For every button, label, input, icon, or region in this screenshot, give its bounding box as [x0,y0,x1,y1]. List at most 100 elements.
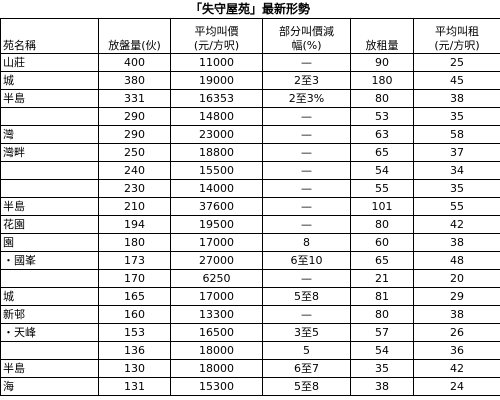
cell-avg-rent: 29 [413,287,500,306]
table-row: 半島 130 18000 6至7 35 42 [0,359,500,378]
cell-avg-price: 13300 [170,305,263,324]
cell-estate-name [0,179,99,198]
cell-listings: 136 [98,341,171,360]
cell-avg-price: 15300 [170,377,263,396]
table-row: 170 6250—21 20 [0,269,500,288]
cell-estate-name: 灣畔 [0,143,99,162]
cell-rentals: 38 [350,377,414,396]
cell-estate-name [0,161,99,180]
cell-rentals: 54 [350,341,414,360]
cell-estate-name: 城 [0,287,99,306]
cell-avg-price: 6250 [170,269,263,288]
cell-avg-rent: 25 [413,53,500,72]
cell-estate-name: 花園 [0,215,99,234]
cell-rentals: 21 [350,269,414,288]
cell-rentals: 80 [350,215,414,234]
cell-avg-price: 18800 [170,143,263,162]
table-row: 半島 331 16353 2至3% 80 38 [0,89,500,108]
cell-avg-price: 23000 [170,125,263,144]
cell-listings: 160 [98,305,171,324]
header-avg-price: 平均叫價 (元/方呎) [170,18,263,54]
cell-price-cut: 5至8 [262,287,351,306]
cell-price-cut: 6至7 [262,359,351,378]
estate-table: 苑名稱 放盤量(伙) 平均叫價 (元/方呎) 部分叫價減 幅(%) 放租量 平均叫租… [0,18,500,396]
cell-listings: 290 [98,107,171,126]
cell-avg-price: 19500 [170,215,263,234]
cell-price-cut: — [262,125,351,144]
header-estate-name: 苑名稱 [0,18,99,54]
cell-avg-rent: 37 [413,143,500,162]
cell-price-cut: — [262,269,351,288]
cell-avg-rent: 38 [413,233,500,252]
cell-avg-price: 19000 [170,71,263,90]
cell-avg-price: 16500 [170,323,263,342]
cell-listings: 131 [98,377,171,396]
table-row: 230 14000—55 35 [0,179,500,198]
cell-rentals: 57 [350,323,414,342]
cell-price-cut: — [262,107,351,126]
cell-price-cut: 3至5 [262,323,351,342]
cell-rentals: 180 [350,71,414,90]
cell-estate-name: 山莊 [0,53,99,72]
cell-listings: 331 [98,89,171,108]
cell-listings: 380 [98,71,171,90]
header-rentals: 放租量 [350,18,414,54]
cell-avg-rent: 48 [413,251,500,270]
cell-estate-name: 半島 [0,89,99,108]
cell-listings: 250 [98,143,171,162]
cell-avg-rent: 58 [413,125,500,144]
cell-estate-name: 海 [0,377,99,396]
cell-listings: 130 [98,359,171,378]
cell-rentals: 65 [350,143,414,162]
cell-price-cut: — [262,197,351,216]
cell-rentals: 55 [350,179,414,198]
cell-rentals: 80 [350,89,414,108]
cell-estate-name: 灣 [0,125,99,144]
cell-estate-name: 半島 [0,359,99,378]
cell-listings: 153 [98,323,171,342]
header-avg-rent: 平均叫租 (元/方呎) [413,18,500,54]
cell-estate-name: 新邨 [0,305,99,324]
table-row: 花園 194 19500—80 42 [0,215,500,234]
cell-avg-rent: 35 [413,179,500,198]
table-row: 山莊 400 11000—90 25 [0,53,500,72]
header-row: 苑名稱 放盤量(伙) 平均叫價 (元/方呎) 部分叫價減 幅(%) 放租量 平均叫租… [0,18,500,54]
table-row: 半島 210 37600—101 55 [0,197,500,216]
cell-price-cut: — [262,305,351,324]
cell-estate-name: 園 [0,233,99,252]
cell-listings: 230 [98,179,171,198]
cell-estate-name: 城 [0,71,99,90]
cell-avg-rent: 24 [413,377,500,396]
table-row: 城 380 19000 2至3 180 45 [0,71,500,90]
cell-listings: 173 [98,251,171,270]
table-row: ・國峯 173 27000 6至10 65 48 [0,251,500,270]
cell-estate-name: ・天峰 [0,323,99,342]
cell-avg-rent: 42 [413,359,500,378]
cell-price-cut: 5至8 [262,377,351,396]
table-row: 灣畔 250 18800—65 37 [0,143,500,162]
table-row: 136 18000 5 54 36 [0,341,500,360]
table-title: 「失守屋苑」最新形勢 [189,2,310,16]
cell-rentals: 60 [350,233,414,252]
cell-price-cut: 2至3 [262,71,351,90]
cell-listings: 170 [98,269,171,288]
cell-avg-rent: 38 [413,89,500,108]
cell-avg-price: 14000 [170,179,263,198]
cell-estate-name [0,107,99,126]
cell-price-cut: 5 [262,341,351,360]
cell-avg-rent: 34 [413,161,500,180]
table-row: 290 14800—53 35 [0,107,500,126]
cell-price-cut: — [262,179,351,198]
header-listings: 放盤量(伙) [98,18,171,54]
cell-rentals: 90 [350,53,414,72]
cell-rentals: 35 [350,359,414,378]
cell-avg-rent: 55 [413,197,500,216]
table-row: 240 15500—54 34 [0,161,500,180]
cell-avg-price: 16353 [170,89,263,108]
cell-estate-name [0,269,99,288]
table-row: 灣 290 23000—63 58 [0,125,500,144]
cell-avg-price: 17000 [170,233,263,252]
cell-avg-rent: 35 [413,107,500,126]
cell-avg-rent: 38 [413,305,500,324]
cell-price-cut: 6至10 [262,251,351,270]
